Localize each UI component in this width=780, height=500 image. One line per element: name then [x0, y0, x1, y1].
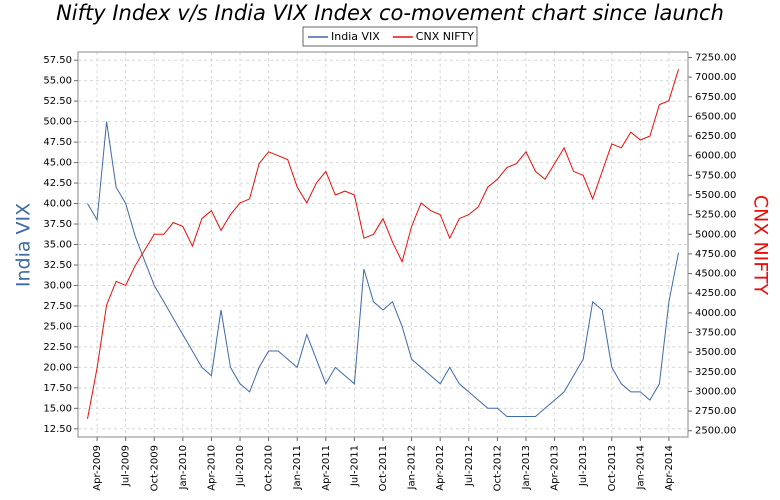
y2-tick-label: 4500.00 [695, 269, 736, 280]
x-tick-label: Apr-2011 [321, 445, 332, 491]
x-tick-label: Apr-2009 [92, 445, 103, 491]
y-tick-label: 42.50 [43, 178, 72, 189]
x-tick-label: Jul-2010 [235, 445, 246, 487]
y-tick-label: 45.00 [43, 158, 72, 169]
y-tick-label: 47.50 [43, 137, 72, 148]
chart-title: Nifty Index v/s India VIX Index co-movem… [56, 1, 724, 25]
x-tick-label: Jan-2011 [292, 445, 303, 490]
x-tick-label: Oct-2011 [378, 445, 389, 491]
y-tick-label: 27.50 [43, 301, 72, 312]
y-tick-label: 37.50 [43, 219, 72, 230]
series-line [87, 69, 679, 419]
y-tick-label: 17.50 [43, 383, 72, 394]
y-tick-label: 12.50 [43, 424, 72, 435]
y2-tick-label: 5000.00 [695, 229, 736, 240]
legend-label: India VIX [331, 30, 380, 43]
y2-tick-label: 6000.00 [695, 151, 736, 162]
y2-tick-label: 4000.00 [695, 308, 736, 319]
y-tick-label: 32.50 [43, 260, 72, 271]
y2-tick-label: 3750.00 [695, 328, 736, 339]
y2-tick-label: 5500.00 [695, 190, 736, 201]
y-tick-label: 40.00 [43, 199, 72, 210]
x-tick-label: Apr-2010 [206, 445, 217, 491]
legend [302, 26, 478, 47]
y2-tick-label: 2750.00 [695, 406, 736, 417]
y2-tick-label: 6750.00 [695, 92, 736, 103]
y-tick-label: 57.50 [43, 55, 72, 66]
y2-tick-label: 3000.00 [695, 386, 736, 397]
y-tick-label: 15.00 [43, 403, 72, 414]
y2-tick-label: 3500.00 [695, 347, 736, 358]
plot-frame [77, 51, 689, 438]
x-tick-label: Jan-2012 [407, 445, 418, 490]
y2-tick-label: 5250.00 [695, 210, 736, 221]
x-tick-label: Jul-2009 [121, 445, 132, 487]
series-line [87, 121, 679, 417]
y2-tick-label: 5750.00 [695, 170, 736, 181]
y-axis-title: India VIX [13, 203, 35, 287]
y-tick-label: 52.50 [43, 96, 72, 107]
x-tick-label: Apr-2014 [664, 445, 675, 491]
y2-tick-label: 3250.00 [695, 367, 736, 378]
y-tick-label: 25.00 [43, 321, 72, 332]
y-tick-label: 30.00 [43, 280, 72, 291]
x-tick-label: Jan-2014 [635, 445, 646, 490]
x-tick-label: Apr-2012 [435, 445, 446, 491]
y2-tick-label: 4750.00 [695, 249, 736, 260]
y2-tick-label: 7250.00 [695, 53, 736, 64]
x-tick-label: Oct-2013 [607, 445, 618, 491]
y2-tick-label: 6250.00 [695, 131, 736, 142]
y2-axis-title: CNX NIFTY [750, 195, 772, 296]
x-tick-label: Oct-2012 [492, 445, 503, 491]
y-tick-label: 50.00 [43, 117, 72, 128]
x-tick-label: Jul-2011 [349, 445, 360, 487]
x-tick-label: Apr-2013 [550, 445, 561, 491]
y-tick-label: 35.00 [43, 240, 72, 251]
y2-tick-label: 2500.00 [695, 426, 736, 437]
x-tick-label: Jan-2013 [521, 445, 532, 490]
legend-label: CNX NIFTY [416, 30, 474, 43]
x-tick-label: Jan-2010 [178, 445, 189, 490]
y-tick-label: 55.00 [43, 76, 72, 87]
y2-tick-label: 4250.00 [695, 288, 736, 299]
y-tick-label: 22.50 [43, 342, 72, 353]
y2-tick-label: 7000.00 [695, 72, 736, 83]
x-tick-label: Oct-2010 [264, 445, 275, 491]
x-tick-label: Oct-2009 [149, 445, 160, 491]
x-tick-label: Jul-2013 [578, 445, 589, 487]
y2-tick-label: 6500.00 [695, 111, 736, 122]
y-tick-label: 20.00 [43, 362, 72, 373]
x-tick-label: Jul-2012 [464, 445, 475, 487]
